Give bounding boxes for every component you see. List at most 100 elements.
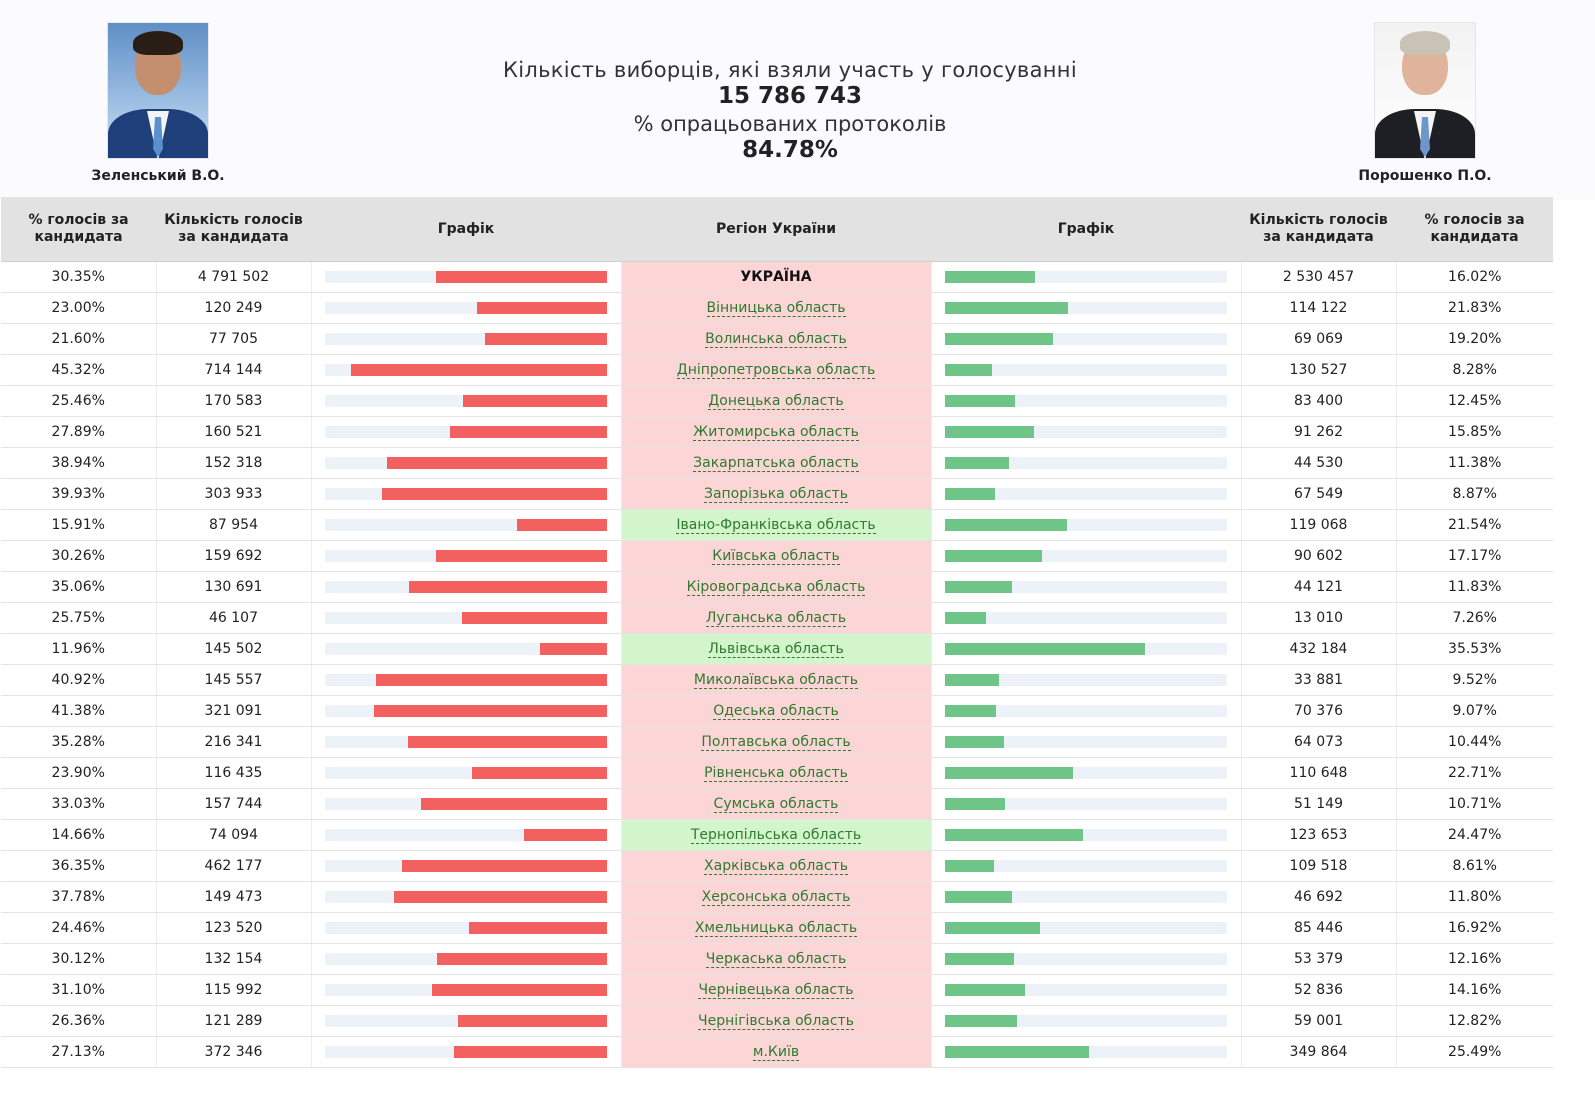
poroshenko-bar-cell bbox=[930, 292, 1241, 324]
zelensky-pct: 41.38% bbox=[1, 695, 156, 727]
zelensky-bar-cell bbox=[310, 509, 621, 541]
zelensky-bar bbox=[435, 271, 607, 283]
poroshenko-bar bbox=[945, 1015, 1018, 1027]
col-pct-left: % голосів за кандидата bbox=[1, 197, 156, 262]
results-header: Зеленський В.О. Кількість виборців, які … bbox=[0, 0, 1595, 200]
zelensky-bar bbox=[408, 736, 607, 748]
poroshenko-bar-cell bbox=[930, 881, 1241, 913]
region-link[interactable]: Дніпропетровська область bbox=[676, 362, 876, 379]
region-link[interactable]: Рівненська область bbox=[704, 765, 848, 782]
poroshenko-bar bbox=[945, 333, 1054, 345]
region-link[interactable]: Херсонська область bbox=[701, 889, 851, 906]
region-link[interactable]: Луганська область bbox=[705, 610, 847, 627]
region-link[interactable]: Житомирська область bbox=[693, 424, 859, 441]
zelensky-bar-cell bbox=[310, 571, 621, 603]
bar-track bbox=[325, 457, 607, 469]
region-link[interactable]: Закарпатська область bbox=[693, 455, 859, 472]
table-row: 11.96% 145 502 Львівська область 432 184 35.… bbox=[1, 633, 1553, 665]
poroshenko-bar bbox=[945, 519, 1067, 531]
poroshenko-votes: 91 262 bbox=[1240, 416, 1396, 448]
poroshenko-bar-cell bbox=[930, 1005, 1241, 1037]
region-link[interactable]: Донецька область bbox=[708, 393, 844, 410]
zelensky-bar-cell bbox=[310, 602, 621, 634]
poroshenko-bar bbox=[945, 922, 1041, 934]
poroshenko-bar bbox=[945, 550, 1042, 562]
table-header-row: % голосів за кандидата Кількість голосів… bbox=[1, 197, 1553, 262]
poroshenko-bar-cell bbox=[930, 509, 1241, 541]
region-link[interactable]: Харківська область bbox=[704, 858, 848, 875]
poroshenko-pct: 11.80% bbox=[1395, 881, 1553, 913]
poroshenko-bar-cell bbox=[930, 540, 1241, 572]
region-link[interactable]: Чернівецька область bbox=[698, 982, 854, 999]
zelensky-bar bbox=[436, 550, 607, 562]
bar-track bbox=[325, 1015, 607, 1027]
zelensky-votes: 157 744 bbox=[155, 788, 311, 820]
poroshenko-votes: 70 376 bbox=[1240, 695, 1396, 727]
region-link[interactable]: Івано-Франківська область bbox=[676, 517, 876, 534]
poroshenko-bar bbox=[945, 643, 1146, 655]
poroshenko-votes: 123 653 bbox=[1240, 819, 1396, 851]
bar-track bbox=[325, 767, 607, 779]
zelensky-votes: 462 177 bbox=[155, 850, 311, 882]
poroshenko-votes: 432 184 bbox=[1240, 633, 1396, 665]
bar-track bbox=[945, 767, 1227, 779]
zelensky-votes: 130 691 bbox=[155, 571, 311, 603]
poroshenko-votes: 52 836 bbox=[1240, 974, 1396, 1006]
candidate-left: Зеленський В.О. bbox=[58, 22, 258, 184]
bar-track bbox=[945, 271, 1227, 283]
bar-track bbox=[945, 1046, 1227, 1058]
region-link[interactable]: Сумська область bbox=[713, 796, 839, 813]
region-link[interactable]: Київська область bbox=[712, 548, 840, 565]
bar-track bbox=[325, 1046, 607, 1058]
zelensky-bar-cell bbox=[310, 447, 621, 479]
zelensky-votes: 321 091 bbox=[155, 695, 311, 727]
poroshenko-bar-cell bbox=[930, 726, 1241, 758]
poroshenko-bar-cell bbox=[930, 478, 1241, 510]
region-link[interactable]: Чернігівська область bbox=[698, 1013, 854, 1030]
bar-track bbox=[945, 984, 1227, 996]
region-link[interactable]: Волинська область bbox=[705, 331, 847, 348]
table-row: 25.75% 46 107 Луганська область 13 010 7.26% bbox=[1, 602, 1553, 634]
poroshenko-votes: 130 527 bbox=[1240, 354, 1396, 386]
poroshenko-bar bbox=[945, 736, 1004, 748]
region-link[interactable]: Львівська область bbox=[708, 641, 844, 658]
bar-track bbox=[945, 333, 1227, 345]
turnout-summary: Кількість виборців, які взяли участь у г… bbox=[400, 58, 1180, 163]
region-link[interactable]: Тернопільська область bbox=[690, 827, 862, 844]
region-link[interactable]: Полтавська область bbox=[701, 734, 851, 751]
candidate-photo-right bbox=[1374, 22, 1476, 159]
poroshenko-pct: 8.61% bbox=[1395, 850, 1553, 882]
zelensky-pct: 26.36% bbox=[1, 1005, 156, 1037]
table-row: 37.78% 149 473 Херсонська область 46 692 11.… bbox=[1, 881, 1553, 913]
zelensky-bar bbox=[539, 643, 607, 655]
region-link[interactable]: Хмельницька область bbox=[694, 920, 858, 937]
bar-track bbox=[945, 643, 1227, 655]
zelensky-pct: 30.35% bbox=[1, 261, 156, 293]
region-link[interactable]: Запорізька область bbox=[703, 486, 849, 503]
poroshenko-votes: 53 379 bbox=[1240, 943, 1396, 975]
region-link[interactable]: Черкаська область bbox=[705, 951, 847, 968]
region-link[interactable]: Кіровоградська область bbox=[686, 579, 866, 596]
zelensky-bar-cell bbox=[310, 385, 621, 417]
region-link[interactable]: м.Київ bbox=[752, 1044, 800, 1061]
bar-track bbox=[945, 488, 1227, 500]
poroshenko-pct: 12.16% bbox=[1395, 943, 1553, 975]
poroshenko-bar-cell bbox=[930, 1036, 1241, 1068]
zelensky-bar bbox=[524, 829, 607, 841]
zelensky-votes: 123 520 bbox=[155, 912, 311, 944]
poroshenko-bar bbox=[945, 581, 1012, 593]
zelensky-pct: 38.94% bbox=[1, 447, 156, 479]
table-row: 15.91% 87 954 Івано-Франківська область 119… bbox=[1, 509, 1553, 541]
table-row: 33.03% 157 744 Сумська область 51 149 10.71% bbox=[1, 788, 1553, 820]
region-link[interactable]: Одеська область bbox=[713, 703, 839, 720]
zelensky-pct: 23.90% bbox=[1, 757, 156, 789]
region-link[interactable]: Миколаївська область bbox=[693, 672, 859, 689]
zelensky-pct: 30.12% bbox=[1, 943, 156, 975]
region-link[interactable]: Вінницька область bbox=[706, 300, 846, 317]
poroshenko-bar bbox=[945, 891, 1012, 903]
poroshenko-bar bbox=[945, 1046, 1089, 1058]
zelensky-votes: 714 144 bbox=[155, 354, 311, 386]
col-count-right: Кількість голосів за кандидата bbox=[1241, 197, 1396, 262]
zelensky-bar-cell bbox=[310, 788, 621, 820]
poroshenko-bar bbox=[945, 271, 1036, 283]
